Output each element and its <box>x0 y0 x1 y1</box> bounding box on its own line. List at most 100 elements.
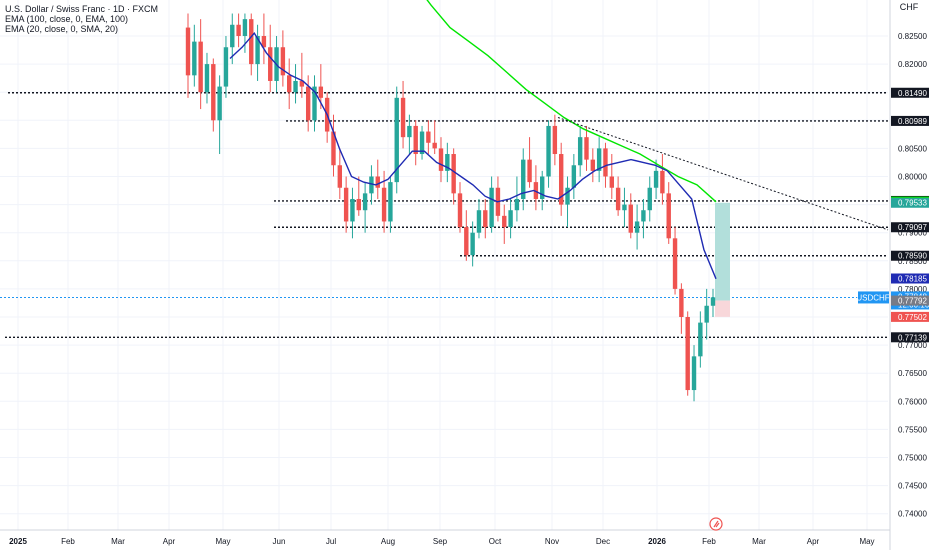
candle-body <box>558 154 564 205</box>
candle-body <box>312 86 317 121</box>
candle-body <box>457 193 463 228</box>
time-tick-label: Nov <box>545 537 559 546</box>
ema20-legend[interactable]: EMA (20, close, 0, SMA, 20) <box>5 24 119 34</box>
candle-body <box>426 131 431 143</box>
price-tick-label: 0.78000 <box>898 285 927 294</box>
ema20-tag-label: 0.78185 <box>898 275 927 284</box>
symbol-tag <box>858 291 889 304</box>
candle-body <box>388 182 393 222</box>
price-tick-label: 0.75000 <box>898 454 927 463</box>
time-tick-label: Apr <box>163 537 176 546</box>
candle-body <box>521 159 526 199</box>
tradingview-logo-icon[interactable] <box>709 517 723 531</box>
candle-body <box>527 159 532 183</box>
level-tag <box>891 87 929 98</box>
candle-body <box>672 238 678 289</box>
candle-body <box>185 27 191 76</box>
ema100-legend[interactable]: EMA (100, close, 0, EMA, 100) <box>5 14 129 24</box>
candle-body <box>394 97 399 183</box>
candle-body <box>565 187 570 205</box>
candle-body <box>540 176 545 199</box>
target-zone <box>715 202 730 301</box>
time-tick-label: Jun <box>273 537 286 546</box>
candle-body <box>660 170 665 194</box>
candle-body <box>337 165 343 188</box>
candle-body <box>362 193 368 211</box>
level-tag <box>891 115 929 126</box>
moving-averages <box>229 0 717 280</box>
level-tag-label: 0.80989 <box>898 117 927 126</box>
symbol-tag-label: USDCHF <box>856 293 889 302</box>
target-tag <box>891 197 929 208</box>
candle-body <box>255 36 260 65</box>
time-axis[interactable]: 2025 Feb Mar Apr May Jun Jul Aug Sep Oct Nov Dec 202… <box>0 517 890 546</box>
candle-body <box>268 47 273 81</box>
position-zone[interactable] <box>715 202 730 317</box>
candle-body <box>438 148 444 171</box>
candle-body <box>596 148 602 171</box>
price-tick-label: 0.82000 <box>898 60 927 69</box>
price-tick-label: 0.82500 <box>898 32 927 41</box>
time-tick-label: Feb <box>702 537 716 546</box>
candle-body <box>305 86 311 121</box>
candle-body <box>476 210 482 233</box>
ema20-line <box>229 32 717 280</box>
candle-body <box>432 142 437 149</box>
candles <box>185 13 716 402</box>
grid <box>0 0 888 530</box>
currency-label[interactable]: CHF <box>899 2 919 12</box>
level-tag-label: 0.77139 <box>898 333 927 342</box>
price-tick-label: 0.76500 <box>898 369 927 378</box>
candle-body <box>230 24 235 48</box>
level-tag <box>891 332 929 343</box>
price-tick-label: 0.76000 <box>898 397 927 406</box>
time-tick-label: May <box>215 537 230 546</box>
candle-body <box>647 187 652 211</box>
level-tag <box>891 250 929 261</box>
candle-body <box>577 137 583 166</box>
candle-body <box>356 198 361 211</box>
price-axis[interactable]: 0.825000.820000.815000.810000.805000.800… <box>856 0 932 550</box>
candle-body <box>508 210 513 228</box>
candle-body <box>217 86 222 121</box>
candle-body <box>451 154 456 194</box>
price-tick-label: 0.75500 <box>898 425 927 434</box>
candle-body <box>546 125 551 177</box>
price-tick-label: 0.78500 <box>898 257 927 266</box>
price-tick-label: 0.79000 <box>898 229 927 238</box>
symbol-title[interactable]: U.S. Dollar / Swiss Franc · 1D · FXCM <box>5 4 159 14</box>
ema100-line <box>426 0 717 203</box>
price-tick-label: 0.74000 <box>898 510 927 519</box>
time-tick-label: Mar <box>111 537 125 546</box>
candle-body <box>533 182 539 199</box>
time-tick-label: Apr <box>807 537 820 546</box>
time-tick-label: Oct <box>489 537 502 546</box>
horizontal-levels[interactable] <box>0 92 888 338</box>
candle-body <box>628 204 633 233</box>
candle-body <box>407 125 412 138</box>
candle-body <box>634 221 640 233</box>
entry-tag <box>891 295 929 306</box>
candle-body <box>375 176 380 188</box>
candle-body <box>698 322 703 357</box>
candle-body <box>666 193 671 239</box>
candle-body <box>483 210 488 228</box>
candle-body <box>249 19 254 65</box>
candle-body <box>287 75 292 93</box>
level-tag-label: 0.79097 <box>898 223 927 232</box>
candle-body <box>603 148 608 177</box>
price-tick-label: 0.77000 <box>898 341 927 350</box>
candle-body <box>641 210 646 222</box>
ema20-tag <box>891 273 929 284</box>
level-tag-label: 0.78590 <box>898 252 927 261</box>
level-tag-label: 0.81490 <box>898 89 927 98</box>
stop-tag <box>891 311 929 322</box>
time-tick-label: 2025 <box>9 537 27 546</box>
candle-body <box>590 159 596 171</box>
candle-body <box>489 187 494 228</box>
candle-body <box>502 215 507 228</box>
candle-body <box>280 47 286 76</box>
candle-body <box>622 204 627 211</box>
entry-tag-label: 0.77792 <box>898 297 927 306</box>
